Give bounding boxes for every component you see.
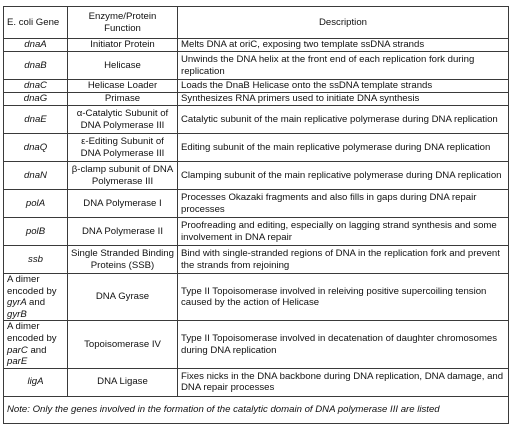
table-row: A dimer encoded by gyrA and gyrB DNA Gyr…	[3, 272, 509, 322]
table-header-row: E. coli Gene Enzyme/Protein Function Des…	[3, 6, 509, 39]
gene-cell: A dimer encoded by parC and parE	[3, 320, 68, 369]
description-cell: Clamping subunit of the main replicative…	[177, 161, 509, 190]
table-row: ligA DNA Ligase Fixes nicks in the DNA b…	[3, 367, 509, 397]
table-row: dnaE α-Catalytic Subunit of DNA Polymera…	[3, 105, 509, 134]
header-gene: E. coli Gene	[3, 6, 68, 39]
description-cell: Type II Topoisomerase involved in releiv…	[177, 272, 509, 322]
gene-cell: polA	[3, 189, 68, 218]
gene-cell: A dimer encoded by gyrA and gyrB	[3, 272, 68, 322]
table-row: dnaG Primase Synthesizes RNA primers use…	[3, 92, 509, 106]
gene-cell: ligA	[3, 367, 68, 397]
description-cell: Processes Okazaki fragments and also fil…	[177, 189, 509, 218]
header-enzyme: Enzyme/Protein Function	[67, 6, 178, 39]
description-cell: Catalytic subunit of the main replicativ…	[177, 105, 509, 134]
gene-cell: polB	[3, 217, 68, 246]
gene-cell: dnaB	[3, 51, 68, 80]
enzyme-cell: DNA Ligase	[67, 367, 178, 397]
gene-cell: dnaQ	[3, 133, 68, 162]
gene-cell: dnaC	[3, 79, 68, 93]
enzyme-cell: Helicase Loader	[67, 79, 178, 93]
enzyme-cell: Helicase	[67, 51, 178, 80]
enzyme-cell: Topoisomerase IV	[67, 320, 178, 369]
table-row: dnaA Initiator Protein Melts DNA at oriC…	[3, 38, 509, 52]
gene-name-a: parC	[7, 344, 28, 356]
gene-cell: dnaE	[3, 105, 68, 134]
table-row: dnaC Helicase Loader Loads the DnaB Heli…	[3, 79, 509, 93]
table-row: dnaB Helicase Unwinds the DNA helix at t…	[3, 51, 509, 80]
gene-cell: dnaG	[3, 92, 68, 106]
description-cell: Loads the DnaB Helicase onto the ssDNA t…	[177, 79, 509, 93]
enzyme-cell: DNA Polymerase I	[67, 189, 178, 218]
enzyme-cell: DNA Gyrase	[67, 272, 178, 322]
table-row: dnaQ ε-Editing Subunit of DNA Polymerase…	[3, 133, 509, 162]
table-row: polB DNA Polymerase II Proofreading and …	[3, 217, 509, 246]
table-note-row: Note: Only the genes involved in the for…	[3, 395, 509, 424]
header-description: Description	[177, 6, 509, 39]
gene-cell: ssb	[3, 245, 68, 274]
description-cell: Fixes nicks in the DNA backbone during D…	[177, 367, 509, 397]
enzyme-cell: ε-Editing Subunit of DNA Polymerase III	[67, 133, 178, 162]
gene-prefix: A dimer encoded by	[7, 274, 57, 297]
enzyme-cell: Primase	[67, 92, 178, 106]
enzyme-cell: Single Stranded Binding Proteins (SSB)	[67, 245, 178, 274]
enzyme-cell: Initiator Protein	[67, 38, 178, 52]
description-cell: Synthesizes RNA primers used to initiate…	[177, 92, 509, 106]
gene-cell: dnaN	[3, 161, 68, 190]
enzyme-cell: β-clamp subunit of DNA Polymerase III	[67, 161, 178, 190]
gene-name-b: parE	[7, 356, 28, 368]
gene-prefix: A dimer encoded by	[7, 321, 57, 344]
table-row: A dimer encoded by parC and parE Topoiso…	[3, 320, 509, 369]
table-row: ssb Single Stranded Binding Proteins (SS…	[3, 245, 509, 274]
gene-table-container: E. coli Gene Enzyme/Protein Function Des…	[3, 6, 509, 424]
gene-and: and	[29, 297, 46, 309]
gene-cell: dnaA	[3, 38, 68, 52]
description-cell: Type II Topoisomerase involved in decate…	[177, 320, 509, 369]
description-cell: Melts DNA at oriC, exposing two template…	[177, 38, 509, 52]
enzyme-cell: DNA Polymerase II	[67, 217, 178, 246]
gene-table: E. coli Gene Enzyme/Protein Function Des…	[3, 6, 509, 424]
gene-name-a: gyrA	[7, 297, 27, 309]
description-cell: Editing subunit of the main replicative …	[177, 133, 509, 162]
description-cell: Unwinds the DNA helix at the front end o…	[177, 51, 509, 80]
table-row: dnaN β-clamp subunit of DNA Polymerase I…	[3, 161, 509, 190]
gene-and: and	[30, 344, 47, 356]
table-row: polA DNA Polymerase I Processes Okazaki …	[3, 189, 509, 218]
description-cell: Bind with single-stranded regions of DNA…	[177, 245, 509, 274]
table-note: Note: Only the genes involved in the for…	[3, 395, 509, 424]
gene-name-b: gyrB	[7, 308, 27, 320]
description-cell: Proofreading and editing, especially on …	[177, 217, 509, 246]
enzyme-cell: α-Catalytic Subunit of DNA Polymerase II…	[67, 105, 178, 134]
